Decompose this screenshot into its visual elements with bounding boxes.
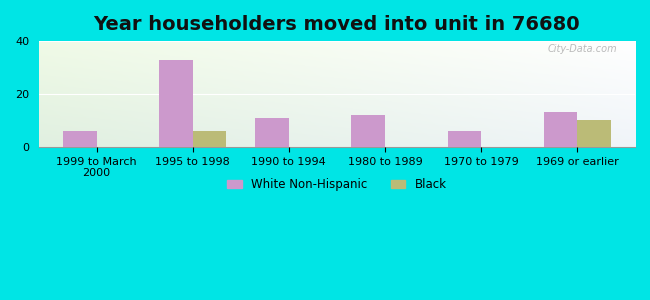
Title: Year householders moved into unit in 76680: Year householders moved into unit in 766… (94, 15, 580, 34)
Bar (543, 112, 577, 147)
Bar (352, 115, 385, 147)
Text: City-Data.com: City-Data.com (547, 44, 617, 54)
Legend: White Non-Hispanic, Black: White Non-Hispanic, Black (223, 173, 451, 196)
Bar (447, 131, 481, 147)
Bar (255, 118, 289, 147)
Bar (63, 131, 97, 147)
Bar (159, 60, 192, 147)
Bar (577, 120, 611, 147)
Bar (192, 131, 226, 147)
